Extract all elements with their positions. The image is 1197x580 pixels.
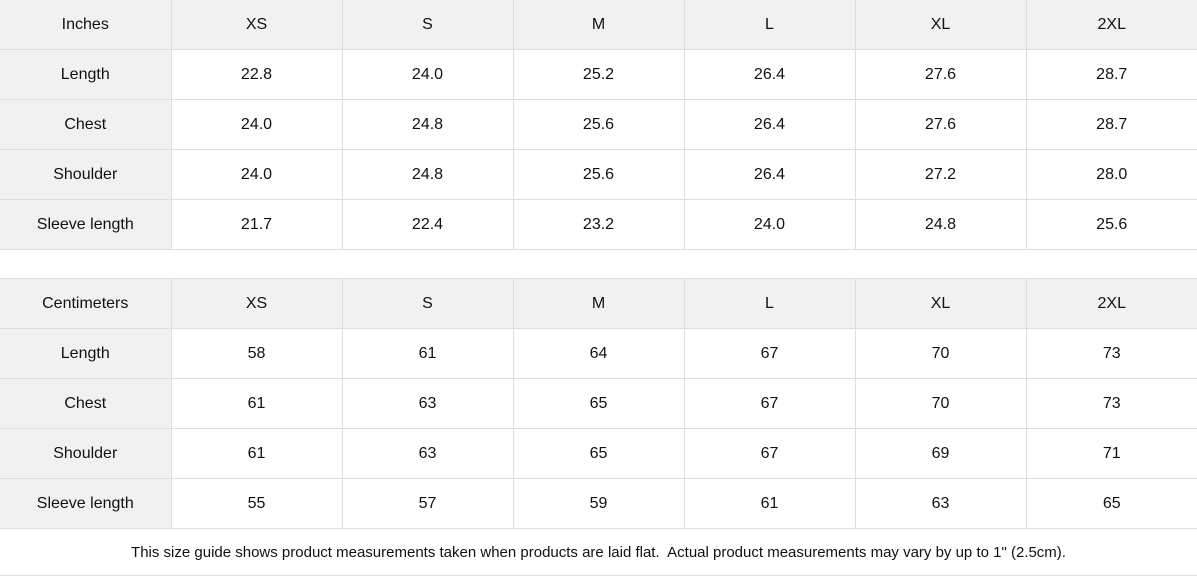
measurement-row-label: Sleeve length bbox=[0, 478, 172, 529]
measurement-value-cell: 28.7 bbox=[1025, 99, 1197, 150]
measurement-value-cell: 26.4 bbox=[683, 49, 856, 100]
measurement-value-cell: 24.0 bbox=[341, 49, 514, 100]
size-column-header: M bbox=[512, 0, 685, 50]
measurement-value-cell: 28.0 bbox=[1025, 149, 1197, 200]
measurement-value-cell: 61 bbox=[683, 478, 856, 529]
measurement-value-cell: 22.8 bbox=[170, 49, 343, 100]
measurement-value-cell: 61 bbox=[170, 428, 343, 479]
centimeters-size-table: Centimeters XS S M L XL 2XL Length 58 61 64 67 70 73 C… bbox=[0, 278, 1197, 529]
measurement-row-label: Length bbox=[0, 49, 172, 100]
measurement-value-cell: 58 bbox=[170, 328, 343, 379]
measurement-value-cell: 63 bbox=[341, 378, 514, 429]
measurement-value-cell: 63 bbox=[854, 478, 1027, 529]
measurement-value-cell: 65 bbox=[1025, 478, 1197, 529]
unit-header: Inches bbox=[0, 0, 172, 50]
measurement-row-label: Sleeve length bbox=[0, 199, 172, 250]
size-column-header: XL bbox=[854, 278, 1027, 329]
measurement-value-cell: 25.2 bbox=[512, 49, 685, 100]
measurement-value-cell: 26.4 bbox=[683, 99, 856, 150]
unit-header: Centimeters bbox=[0, 278, 172, 329]
measurement-value-cell: 61 bbox=[170, 378, 343, 429]
size-column-header: 2XL bbox=[1025, 278, 1197, 329]
size-column-header: M bbox=[512, 278, 685, 329]
measurement-value-cell: 57 bbox=[341, 478, 514, 529]
measurement-value-cell: 27.6 bbox=[854, 49, 1027, 100]
measurement-value-cell: 67 bbox=[683, 328, 856, 379]
inches-size-table: Inches XS S M L XL 2XL Length 22.8 24.0 25.2 26.4 27… bbox=[0, 0, 1197, 250]
measurement-row-label: Length bbox=[0, 328, 172, 379]
measurement-row-label: Chest bbox=[0, 378, 172, 429]
measurement-value-cell: 71 bbox=[1025, 428, 1197, 479]
measurement-value-cell: 24.8 bbox=[854, 199, 1027, 250]
size-column-header: XS bbox=[170, 0, 343, 50]
table-row: Shoulder 61 63 65 67 69 71 bbox=[0, 428, 1197, 479]
size-column-header: XS bbox=[170, 278, 343, 329]
measurement-value-cell: 22.4 bbox=[341, 199, 514, 250]
measurement-value-cell: 24.8 bbox=[341, 99, 514, 150]
measurement-value-cell: 24.8 bbox=[341, 149, 514, 200]
size-column-header: 2XL bbox=[1025, 0, 1197, 50]
size-column-header: S bbox=[341, 0, 514, 50]
measurement-value-cell: 63 bbox=[341, 428, 514, 479]
size-column-header: L bbox=[683, 0, 856, 50]
measurement-value-cell: 73 bbox=[1025, 378, 1197, 429]
measurement-value-cell: 25.6 bbox=[512, 99, 685, 150]
measurement-value-cell: 25.6 bbox=[512, 149, 685, 200]
measurement-value-cell: 24.0 bbox=[683, 199, 856, 250]
measurement-value-cell: 55 bbox=[170, 478, 343, 529]
size-column-header: XL bbox=[854, 0, 1027, 50]
measurement-value-cell: 65 bbox=[512, 378, 685, 429]
measurement-value-cell: 27.2 bbox=[854, 149, 1027, 200]
measurement-value-cell: 21.7 bbox=[170, 199, 343, 250]
measurement-value-cell: 24.0 bbox=[170, 99, 343, 150]
measurement-value-cell: 23.2 bbox=[512, 199, 685, 250]
table-row: Shoulder 24.0 24.8 25.6 26.4 27.2 28.0 bbox=[0, 149, 1197, 200]
measurement-value-cell: 67 bbox=[683, 428, 856, 479]
measurement-value-cell: 70 bbox=[854, 328, 1027, 379]
measurement-value-cell: 24.0 bbox=[170, 149, 343, 200]
measurement-value-cell: 28.7 bbox=[1025, 49, 1197, 100]
measurement-value-cell: 26.4 bbox=[683, 149, 856, 200]
measurement-row-label: Shoulder bbox=[0, 149, 172, 200]
measurement-value-cell: 27.6 bbox=[854, 99, 1027, 150]
measurement-value-cell: 64 bbox=[512, 328, 685, 379]
size-guide-note: This size guide shows product measuremen… bbox=[0, 528, 1197, 576]
table-row: Sleeve length 55 57 59 61 63 65 bbox=[0, 478, 1197, 529]
measurement-value-cell: 25.6 bbox=[1025, 199, 1197, 250]
size-header-row: Inches XS S M L XL 2XL bbox=[0, 0, 1197, 50]
table-row: Length 22.8 24.0 25.2 26.4 27.6 28.7 bbox=[0, 49, 1197, 100]
measurement-value-cell: 70 bbox=[854, 378, 1027, 429]
table-row: Sleeve length 21.7 22.4 23.2 24.0 24.8 25.6 bbox=[0, 199, 1197, 250]
table-row: Chest 61 63 65 67 70 73 bbox=[0, 378, 1197, 429]
table-row: Chest 24.0 24.8 25.6 26.4 27.6 28.7 bbox=[0, 99, 1197, 150]
measurement-row-label: Shoulder bbox=[0, 428, 172, 479]
size-header-row: Centimeters XS S M L XL 2XL bbox=[0, 278, 1197, 329]
measurement-value-cell: 73 bbox=[1025, 328, 1197, 379]
size-column-header: S bbox=[341, 278, 514, 329]
size-column-header: L bbox=[683, 278, 856, 329]
measurement-value-cell: 69 bbox=[854, 428, 1027, 479]
measurement-value-cell: 61 bbox=[341, 328, 514, 379]
table-row: Length 58 61 64 67 70 73 bbox=[0, 328, 1197, 379]
measurement-value-cell: 59 bbox=[512, 478, 685, 529]
measurement-row-label: Chest bbox=[0, 99, 172, 150]
measurement-value-cell: 65 bbox=[512, 428, 685, 479]
table-spacer bbox=[0, 249, 1197, 279]
measurement-value-cell: 67 bbox=[683, 378, 856, 429]
